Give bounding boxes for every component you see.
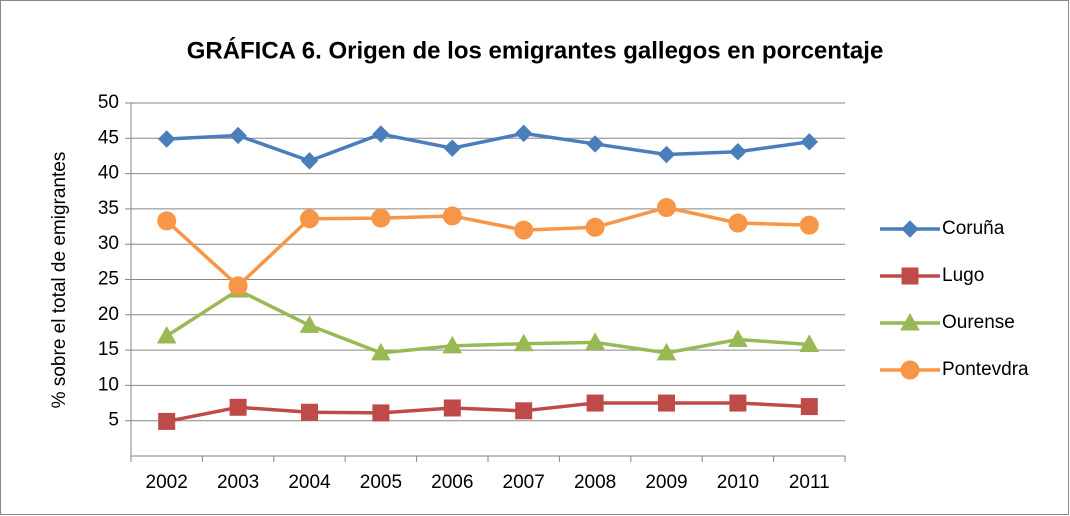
x-tick-label: 2009 — [645, 472, 687, 493]
data-point — [586, 135, 604, 153]
data-point — [300, 209, 319, 229]
data-point — [300, 152, 319, 170]
series-line — [165, 288, 810, 355]
y-tick-label: 15 — [98, 339, 119, 360]
series-line — [166, 131, 810, 163]
data-point — [372, 125, 390, 143]
x-tick-label: 2003 — [217, 472, 259, 493]
data-point — [372, 404, 390, 422]
data-point — [228, 276, 248, 296]
data-point — [514, 124, 533, 143]
data-point — [657, 145, 676, 164]
legend-label: Pontevdra — [942, 359, 1029, 380]
data-point — [585, 332, 605, 350]
legend-label: Coruña — [942, 218, 1005, 239]
data-point — [729, 143, 747, 161]
data-point — [728, 329, 748, 348]
legend-marker — [901, 220, 919, 238]
data-point — [157, 211, 177, 231]
data-point — [371, 342, 391, 361]
data-point — [800, 133, 819, 151]
x-tick-label: 2007 — [503, 472, 545, 493]
y-tick-label: 40 — [98, 163, 119, 184]
data-point — [299, 315, 320, 333]
data-point — [586, 394, 604, 412]
y-tick-label: 30 — [98, 233, 119, 254]
x-tick-label: 2008 — [574, 472, 616, 493]
y-tick-label: 5 — [108, 410, 119, 431]
data-point — [728, 213, 748, 233]
y-tick-label: 35 — [98, 198, 119, 219]
data-point — [729, 394, 747, 412]
series-line — [165, 205, 810, 288]
data-point — [229, 398, 247, 416]
data-point — [442, 335, 463, 354]
data-point — [229, 126, 247, 145]
data-point — [443, 399, 461, 417]
legend-marker — [900, 312, 920, 331]
x-tick-label: 2004 — [288, 472, 331, 493]
data-point — [158, 412, 176, 430]
y-tick-label: 20 — [98, 304, 119, 325]
data-point — [656, 342, 677, 361]
data-point — [658, 394, 675, 412]
data-point — [442, 206, 462, 226]
y-tick-label: 45 — [98, 127, 119, 148]
legend-marker — [900, 360, 920, 380]
data-point — [800, 398, 818, 416]
x-tick-label: 2011 — [789, 472, 830, 493]
data-point — [515, 402, 533, 420]
y-tick-label: 50 — [98, 92, 119, 113]
legend-label: Lugo — [942, 265, 984, 286]
data-point — [799, 334, 820, 352]
chart-title: GRÁFICA 6. Origen de los emigrantes gall… — [187, 36, 884, 64]
x-tick-label: 2006 — [431, 472, 473, 493]
data-point — [443, 139, 462, 157]
legend-marker — [901, 267, 919, 285]
y-tick-label: 10 — [98, 374, 119, 395]
y-axis-label: % sobre el total de emigrantes — [49, 152, 70, 409]
data-point — [371, 208, 391, 228]
series-line — [166, 401, 810, 424]
data-point — [157, 130, 176, 148]
x-tick-label: 2005 — [360, 472, 402, 493]
data-point — [799, 215, 819, 235]
data-point — [514, 220, 534, 240]
x-tick-label: 2010 — [717, 472, 759, 493]
data-point — [657, 197, 676, 217]
y-tick-label: 25 — [98, 269, 119, 290]
x-tick-label: 2002 — [146, 472, 188, 493]
legend-label: Ourense — [942, 312, 1015, 333]
data-point — [156, 325, 177, 344]
data-point — [585, 217, 605, 237]
data-point — [513, 333, 534, 352]
data-point — [301, 403, 318, 421]
